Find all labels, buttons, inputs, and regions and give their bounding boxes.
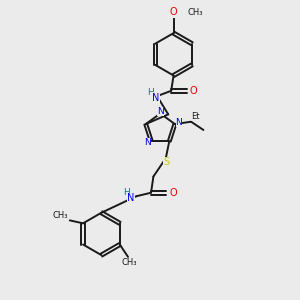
- Text: N: N: [128, 193, 135, 203]
- Text: CH₃: CH₃: [188, 8, 203, 17]
- Text: H: H: [147, 88, 154, 97]
- Text: Et: Et: [191, 112, 200, 121]
- Text: CH₃: CH₃: [122, 258, 137, 267]
- Text: CH₃: CH₃: [53, 211, 68, 220]
- Text: N: N: [152, 93, 159, 103]
- Text: N: N: [157, 106, 164, 116]
- Text: O: O: [189, 86, 197, 96]
- Text: O: O: [169, 188, 177, 198]
- Text: H: H: [123, 188, 130, 197]
- Text: N: N: [144, 138, 151, 147]
- Text: O: O: [170, 8, 177, 17]
- Text: N: N: [176, 118, 182, 127]
- Text: S: S: [163, 157, 170, 167]
